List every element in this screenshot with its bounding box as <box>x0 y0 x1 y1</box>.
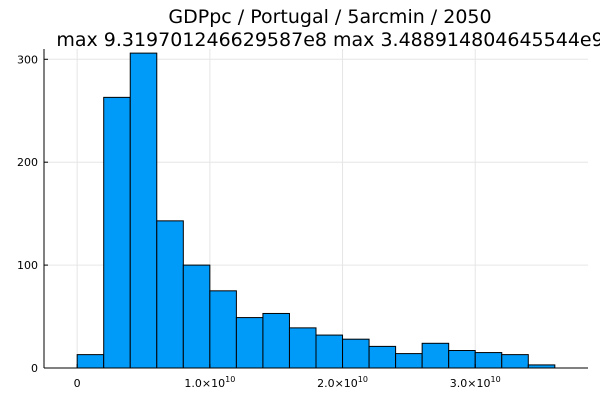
histogram-bar-16 <box>501 354 529 369</box>
x-tick-label-1: 1.0×1010 <box>184 375 235 390</box>
histogram-bar-1 <box>103 96 131 369</box>
y-tick-label-1: 100 <box>17 259 38 272</box>
x-tick-label-0: 0 <box>74 377 81 390</box>
x-tick-labels: 0 1.0×1010 2.0×1010 3.0×1010 <box>74 375 501 390</box>
histogram-bar-13 <box>421 342 450 369</box>
y-tick-label-2: 200 <box>17 156 38 169</box>
histogram-bar-4 <box>182 264 211 369</box>
y-tick-label-3: 300 <box>17 53 38 66</box>
histogram-bar-7 <box>262 312 290 369</box>
histogram-bar-14 <box>448 350 476 369</box>
histogram-bar-12 <box>395 353 423 369</box>
histogram-bar-9 <box>315 334 344 369</box>
x-tick-label-3: 3.0×1010 <box>450 375 501 390</box>
histogram-bar-5 <box>209 290 237 369</box>
histogram-bar-15 <box>474 352 503 369</box>
chart-subtitle: max 9.319701246629587e8 max 3.4889148046… <box>56 29 600 51</box>
histogram-bar-3 <box>156 220 184 369</box>
histogram-bar-10 <box>342 338 370 369</box>
chart-title: GDPpc / Portugal / 5arcmin / 2050 <box>168 6 491 28</box>
histogram-bar-8 <box>288 327 317 369</box>
histogram-bar-0 <box>76 354 105 369</box>
histogram-bar-6 <box>235 317 264 369</box>
histogram-bar-11 <box>368 345 397 369</box>
x-tick-label-2: 2.0×1010 <box>317 375 368 390</box>
bars <box>76 52 556 369</box>
y-tick-labels: 0 100 200 300 <box>17 53 38 375</box>
y-tick-label-0: 0 <box>31 362 38 375</box>
axes <box>43 49 588 369</box>
histogram-bar-2 <box>129 52 158 369</box>
